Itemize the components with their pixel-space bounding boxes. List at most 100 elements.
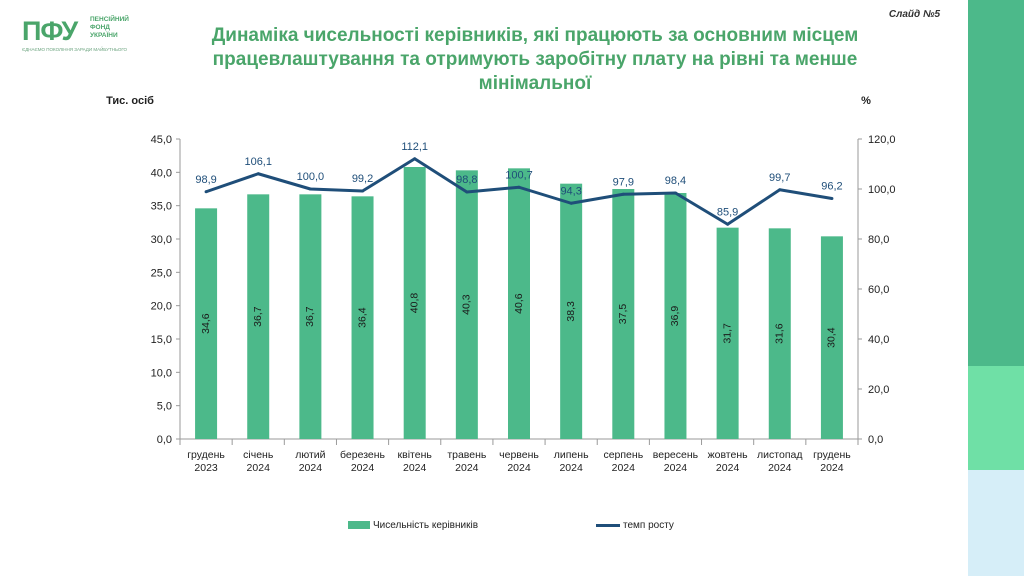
line-data-label: 97,9 — [613, 176, 634, 188]
legend-line-label: темп росту — [623, 520, 674, 531]
x-tick-label-year: 2024 — [351, 462, 375, 474]
logo-org-line: ФОНД — [90, 24, 110, 31]
bar-data-label: 40,6 — [513, 293, 525, 314]
x-tick-label-month: березень — [340, 449, 386, 461]
bar-data-label: 36,4 — [356, 307, 368, 328]
slide-number: Слайд №5 — [888, 9, 940, 20]
x-tick-label-year: 2024 — [299, 462, 323, 474]
line-point — [569, 201, 573, 205]
right-tick-label: 0,0 — [868, 434, 883, 446]
x-tick-label-year: 2024 — [455, 462, 479, 474]
strip-segment-top — [968, 0, 1024, 366]
line-data-label: 100,0 — [297, 171, 325, 183]
x-tick-label-month: квітень — [398, 449, 433, 461]
bar-data-label: 31,6 — [774, 323, 786, 344]
x-tick-label-month: червень — [499, 449, 539, 461]
line-point — [413, 157, 417, 161]
x-tick-label-month: травень — [447, 449, 487, 461]
x-tick-label-month: листопад — [757, 449, 802, 461]
legend-bars: Чисельність керівників — [348, 520, 478, 531]
x-tick-label-month: січень — [243, 449, 274, 461]
line-data-label: 98,8 — [456, 174, 477, 186]
slide-title: Динаміка чисельності керівників, які пра… — [170, 24, 900, 96]
left-tick-label: 40,0 — [151, 167, 172, 179]
bar-data-label: 40,8 — [408, 293, 420, 314]
legend-bar-swatch — [348, 521, 370, 530]
line-point — [465, 190, 469, 194]
left-tick-label: 45,0 — [151, 134, 172, 146]
x-tick-label-month: лютий — [295, 449, 325, 461]
right-tick-label: 20,0 — [868, 384, 889, 396]
left-tick-label: 15,0 — [151, 334, 172, 346]
line-point — [256, 172, 260, 176]
bar-data-label: 36,7 — [252, 306, 264, 327]
left-tick-label: 35,0 — [151, 201, 172, 213]
title-line-1: Динаміка чисельності керівників, які пра… — [211, 25, 859, 46]
x-tick-label-month: вересень — [653, 449, 699, 461]
line-data-label: 98,4 — [665, 175, 686, 187]
line-data-label: 99,7 — [769, 172, 790, 184]
bar — [560, 183, 583, 439]
strip-segment-middle — [968, 366, 1024, 470]
x-tick-label-month: серпень — [603, 449, 643, 461]
title-line-2: працевлаштування та отримують заробітну … — [212, 49, 858, 94]
x-tick-label-year: 2024 — [403, 462, 427, 474]
x-tick-label-year: 2023 — [194, 462, 218, 474]
logo-slogan: ЄДНАЄМО ПОКОЛІННЯ ЗАРАДИ МАЙБУТНЬОГО — [22, 47, 128, 52]
line-point — [204, 190, 208, 194]
left-tick-label: 10,0 — [151, 367, 172, 379]
bar-data-label: 31,7 — [721, 323, 733, 344]
bar — [299, 194, 322, 439]
x-tick-label-month: липень — [554, 449, 589, 461]
combo-chart: 0,0 5,0 10,0 15,0 20,0 25,0 30,0 35,0 40,0 45,0 0,… — [106, 95, 896, 474]
bar-data-label: 40,3 — [461, 294, 473, 315]
right-tick-label: 80,0 — [868, 234, 889, 246]
line-data-label: 94,3 — [560, 185, 581, 197]
bar — [351, 196, 374, 439]
line-data-label: 98,9 — [195, 174, 216, 186]
logo-org-line: УКРАЇНИ — [90, 32, 118, 39]
logo-org-line: ПЕНСІЙНИЙ — [90, 16, 129, 23]
right-tick-label: 60,0 — [868, 284, 889, 296]
strip-segment-bottom — [968, 470, 1024, 576]
x-tick-label-year: 2024 — [247, 462, 271, 474]
right-tick-label: 120,0 — [868, 134, 896, 146]
line-data-label: 99,2 — [352, 173, 373, 185]
bar — [195, 208, 218, 439]
decorative-side-strip — [968, 0, 1024, 576]
line-data-label: 85,9 — [717, 206, 738, 218]
line-point — [308, 187, 312, 191]
right-axis-title: % — [861, 95, 871, 107]
right-tick-label: 40,0 — [868, 334, 889, 346]
left-tick-label: 25,0 — [151, 267, 172, 279]
bar — [403, 167, 426, 439]
bar-data-label: 36,9 — [669, 306, 681, 327]
line-point — [621, 192, 625, 196]
bar — [768, 228, 791, 439]
line-point — [517, 185, 521, 189]
bar — [664, 193, 687, 439]
logo-mark: ПФУ — [22, 16, 78, 46]
pfu-logo: ПФУ ПЕНСІЙНИЙ ФОНД УКРАЇНИ ЄДНАЄМО ПОКОЛ… — [22, 14, 152, 56]
x-tick-label-year: 2024 — [768, 462, 792, 474]
x-tick-label-year: 2024 — [820, 462, 844, 474]
logo-org-name: ПЕНСІЙНИЙ ФОНД УКРАЇНИ — [90, 16, 150, 40]
line-data-label: 100,7 — [505, 169, 533, 181]
bar-data-label: 37,5 — [617, 304, 629, 325]
line-point — [673, 191, 677, 195]
bar-data-label: 30,4 — [826, 327, 838, 348]
left-tick-label: 20,0 — [151, 301, 172, 313]
line-point — [361, 189, 365, 193]
bar-data-label: 38,3 — [565, 301, 577, 322]
left-tick-label: 30,0 — [151, 234, 172, 246]
bar — [455, 170, 478, 440]
bar-data-label: 34,6 — [200, 313, 212, 334]
line-data-label: 112,1 — [401, 141, 428, 153]
x-tick-label-year: 2024 — [559, 462, 583, 474]
bar-data-label: 36,7 — [304, 306, 316, 327]
right-tick-label: 100,0 — [868, 184, 896, 196]
x-tick-label-year: 2024 — [507, 462, 531, 474]
line-point — [726, 222, 730, 226]
x-tick-label-month: грудень — [187, 449, 225, 461]
x-tick-label-year: 2024 — [664, 462, 688, 474]
